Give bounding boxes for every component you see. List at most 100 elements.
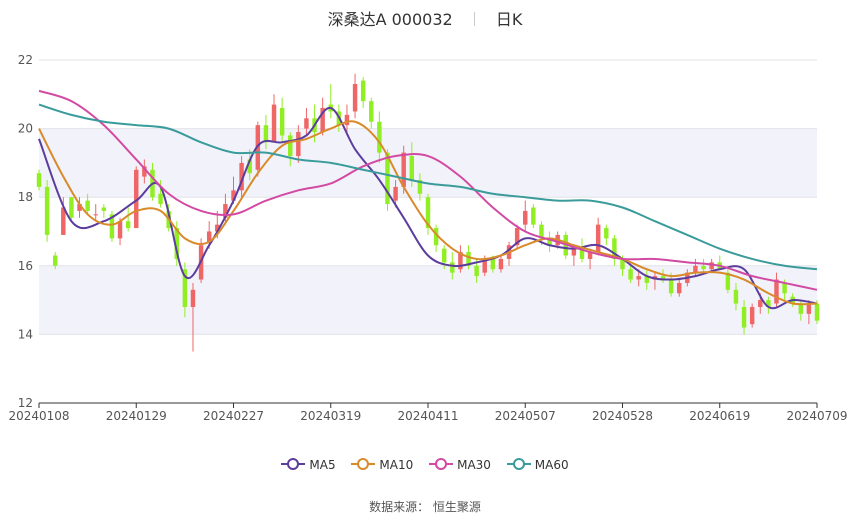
candle-body bbox=[263, 125, 269, 143]
candle-body bbox=[466, 252, 471, 266]
legend-item-ma60[interactable]: MA60 bbox=[506, 458, 569, 472]
x-tick-label: 20240507 bbox=[495, 409, 556, 423]
candle bbox=[125, 207, 131, 232]
candle-body bbox=[741, 306, 747, 328]
candle-body bbox=[498, 258, 504, 270]
candle-body bbox=[377, 121, 382, 153]
candle bbox=[547, 231, 552, 253]
candle-body bbox=[401, 152, 406, 187]
candle-body bbox=[701, 265, 706, 270]
candle-body bbox=[393, 186, 398, 201]
candle bbox=[393, 180, 398, 208]
legend-label-ma60: MA60 bbox=[534, 458, 569, 472]
candle bbox=[352, 73, 358, 119]
candle-body bbox=[814, 303, 820, 321]
candle bbox=[247, 149, 252, 181]
candle bbox=[604, 224, 609, 246]
candle-body bbox=[587, 252, 593, 259]
y-tick-label: 20 bbox=[18, 122, 33, 136]
candle-body bbox=[433, 228, 439, 246]
candle bbox=[328, 84, 333, 119]
legend-swatch-ma30 bbox=[429, 458, 454, 470]
candle bbox=[223, 193, 228, 225]
candle-body bbox=[782, 282, 787, 294]
candle bbox=[677, 279, 682, 297]
candle-body bbox=[733, 289, 739, 304]
candle-body bbox=[620, 258, 625, 270]
candle-body bbox=[644, 276, 650, 283]
candle bbox=[377, 111, 382, 163]
candle bbox=[271, 94, 277, 143]
candle-body bbox=[725, 272, 731, 290]
candle bbox=[360, 77, 366, 109]
candle bbox=[369, 97, 374, 129]
candle-body bbox=[215, 224, 220, 232]
candle-body bbox=[417, 180, 423, 194]
candle bbox=[44, 180, 50, 242]
candle-body bbox=[709, 262, 714, 270]
candle-body bbox=[531, 207, 536, 225]
candle-body bbox=[539, 224, 544, 239]
candle bbox=[101, 204, 107, 218]
period-label[interactable]: 日K bbox=[495, 10, 523, 29]
source-label: 数据来源： bbox=[369, 500, 430, 514]
candle-body bbox=[523, 210, 528, 225]
candle-body bbox=[231, 190, 236, 201]
candle-body bbox=[52, 255, 58, 266]
candle-body bbox=[93, 214, 98, 216]
candle bbox=[612, 234, 617, 266]
candle bbox=[595, 217, 601, 256]
candle-body bbox=[758, 300, 763, 307]
candle-body bbox=[636, 276, 641, 280]
y-tick-label: 16 bbox=[18, 259, 33, 273]
candle-body bbox=[77, 204, 82, 211]
data-source: 数据来源： 恒生聚源 bbox=[0, 498, 850, 515]
legend-item-ma5[interactable]: MA5 bbox=[281, 458, 336, 472]
candle bbox=[52, 252, 58, 270]
legend-item-ma30[interactable]: MA30 bbox=[429, 458, 491, 472]
candle bbox=[296, 125, 301, 163]
legend-label-ma30: MA30 bbox=[457, 458, 491, 472]
legend-item-ma10[interactable]: MA10 bbox=[351, 458, 413, 472]
candle bbox=[263, 114, 269, 150]
ma-line-ma60 bbox=[38, 103, 818, 271]
legend: MA5 MA10 MA30 MA60 bbox=[0, 458, 850, 472]
candle-body bbox=[450, 262, 455, 273]
ma-line-ma30 bbox=[38, 89, 818, 291]
x-tick-label: 20240319 bbox=[300, 409, 361, 423]
candle-body bbox=[369, 101, 374, 122]
candle-body bbox=[425, 197, 431, 229]
candle bbox=[531, 204, 536, 229]
candle bbox=[514, 224, 520, 249]
y-tick-label: 22 bbox=[18, 53, 33, 67]
candle-body bbox=[223, 204, 228, 218]
candle bbox=[304, 108, 309, 136]
candle bbox=[279, 97, 285, 143]
candle-body bbox=[69, 197, 74, 218]
candle-body bbox=[749, 306, 755, 325]
candle-body bbox=[101, 207, 107, 211]
candle-body bbox=[279, 108, 285, 136]
grid-band bbox=[39, 128, 817, 198]
candle-body bbox=[85, 200, 90, 211]
candle-body bbox=[798, 303, 804, 314]
candle-body bbox=[158, 193, 163, 205]
candle bbox=[749, 303, 755, 328]
ma-line-ma10 bbox=[38, 120, 818, 306]
candle bbox=[77, 197, 82, 218]
candle bbox=[733, 282, 739, 311]
candle-body bbox=[474, 265, 479, 277]
candle bbox=[85, 193, 90, 215]
candle bbox=[660, 269, 666, 283]
candle-body bbox=[571, 248, 577, 256]
candle-body bbox=[514, 228, 520, 246]
candle bbox=[36, 169, 42, 191]
candle bbox=[766, 296, 771, 314]
title-separator bbox=[473, 12, 475, 26]
candle bbox=[288, 132, 293, 167]
candle bbox=[417, 173, 423, 201]
legend-label-ma10: MA10 bbox=[379, 458, 414, 472]
x-tick-label: 20240411 bbox=[397, 409, 458, 423]
candle bbox=[523, 200, 528, 232]
candle-body bbox=[239, 162, 244, 191]
